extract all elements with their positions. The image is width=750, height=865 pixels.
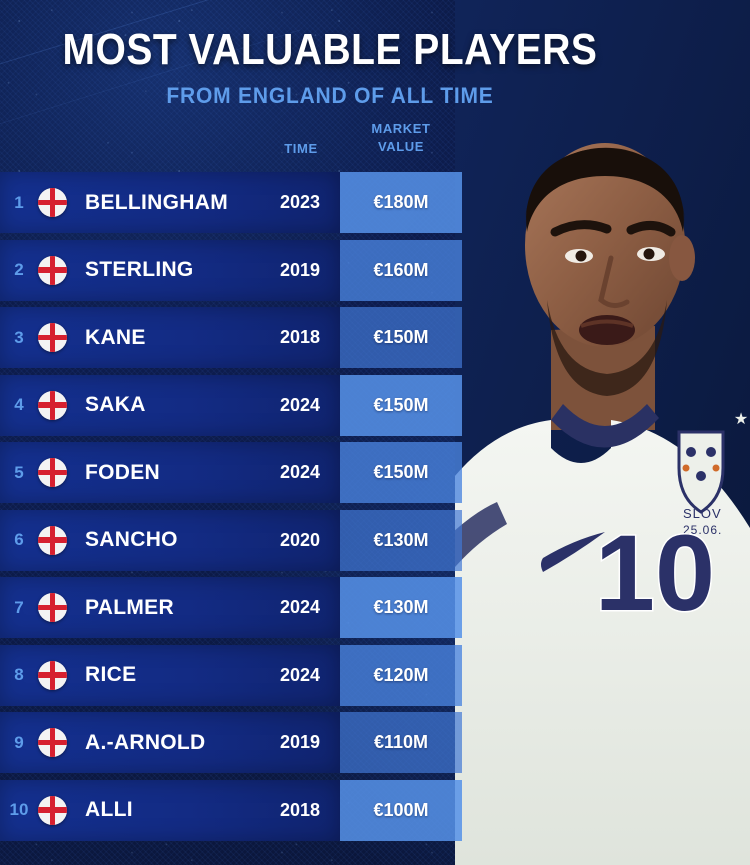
rank-number: 1 xyxy=(14,192,24,212)
svg-text:SLOV: SLOV xyxy=(683,506,722,521)
rank-number: 7 xyxy=(14,597,24,617)
player-market-value: €150M xyxy=(373,462,429,482)
player-time: 2018 xyxy=(279,327,321,347)
player-time: 2024 xyxy=(279,394,321,415)
player-market-value: €150M xyxy=(373,394,429,415)
rank-number: 8 xyxy=(14,665,24,684)
england-flag-icon xyxy=(38,593,67,622)
player-market-value: €130M xyxy=(373,597,429,617)
england-flag-icon xyxy=(38,255,67,285)
row-value-band xyxy=(340,239,462,301)
row-value-band xyxy=(340,442,462,503)
page-title: MOST VALUABLE PLAYERS xyxy=(62,26,598,75)
table-row[interactable]: 8 RICE 2024 €120M xyxy=(0,644,462,706)
england-flag-icon xyxy=(38,323,67,352)
column-header-market-value: MARKET VALUE xyxy=(346,120,456,155)
table-row[interactable]: 10 ALLI 2018 €100M xyxy=(0,779,462,841)
player-name: RICE xyxy=(85,663,137,686)
table-row[interactable]: 3 KANE 2018 €150M xyxy=(0,307,462,368)
rank-number: 6 xyxy=(14,530,24,549)
player-name: BELLINGHAM xyxy=(85,190,228,214)
player-name: SAKA xyxy=(85,393,146,416)
player-market-value: €150M xyxy=(373,327,429,347)
ranking-table: 1 BELLINGHAM 2023 €180M 2 STERLING 2019 €160M 3 K… xyxy=(0,172,462,847)
player-market-value: €100M xyxy=(373,799,429,820)
player-photo-bellingham: ★ SLOV 25.06. 10 xyxy=(455,0,750,865)
table-row[interactable]: 6 SANCHO 2020 €130M xyxy=(0,509,462,571)
player-name: ALLI xyxy=(85,798,133,821)
table-row[interactable]: 1 BELLINGHAM 2023 €180M xyxy=(0,172,462,233)
table-row[interactable]: 4 SAKA 2024 €150M xyxy=(0,374,462,436)
england-flag-icon xyxy=(38,390,67,420)
rank-number: 2 xyxy=(14,260,24,279)
rank-number: 9 xyxy=(14,732,24,752)
player-time: 2020 xyxy=(279,529,321,550)
player-time: 2019 xyxy=(279,732,321,752)
rank-number: 5 xyxy=(14,462,24,482)
table-row[interactable]: 2 STERLING 2019 €160M xyxy=(0,239,462,301)
player-market-value: €160M xyxy=(373,259,429,280)
player-market-value: €120M xyxy=(373,664,429,685)
table-row[interactable]: 9 A.-ARNOLD 2019 €110M xyxy=(0,712,462,773)
england-flag-icon xyxy=(38,525,67,555)
england-flag-icon xyxy=(38,795,67,825)
player-time: 2019 xyxy=(279,259,321,280)
player-market-value: €180M xyxy=(373,192,429,212)
player-market-value: €130M xyxy=(373,529,429,550)
rank-number: 4 xyxy=(14,395,24,414)
header-block: MOST VALUABLE PLAYERS FROM ENGLAND OF AL… xyxy=(0,0,660,108)
england-flag-icon xyxy=(38,188,67,217)
column-header-market-line2: VALUE xyxy=(377,138,425,154)
rank-number: 3 xyxy=(14,327,24,347)
row-value-band xyxy=(340,172,462,233)
table-row[interactable]: 5 FODEN 2024 €150M xyxy=(0,442,462,503)
player-time: 2018 xyxy=(279,799,321,820)
page-subtitle: FROM ENGLAND OF ALL TIME xyxy=(166,84,494,109)
row-value-band xyxy=(340,307,462,368)
player-time: 2024 xyxy=(279,597,321,617)
player-market-value: €110M xyxy=(373,732,429,752)
player-name: FODEN xyxy=(85,460,160,484)
row-value-band xyxy=(340,712,462,773)
player-time: 2024 xyxy=(279,462,321,482)
svg-text:★: ★ xyxy=(734,411,748,428)
row-value-band xyxy=(340,577,462,638)
player-name: SANCHO xyxy=(85,528,178,551)
player-name: PALMER xyxy=(85,595,174,619)
player-name: A.-ARNOLD xyxy=(85,730,206,754)
row-value-band xyxy=(340,509,462,571)
row-value-band xyxy=(340,779,462,841)
player-time: 2024 xyxy=(279,664,321,685)
player-name: STERLING xyxy=(85,258,194,281)
england-flag-icon xyxy=(38,458,67,487)
column-header-time: TIME xyxy=(284,141,318,156)
rank-number: 10 xyxy=(9,800,29,819)
svg-text:10: 10 xyxy=(595,512,715,633)
england-flag-icon xyxy=(38,660,67,690)
column-header-market-line1: MARKET xyxy=(371,121,431,136)
england-flag-icon xyxy=(38,728,67,757)
column-headers: TIME MARKET VALUE xyxy=(0,120,462,168)
svg-text:25.06.: 25.06. xyxy=(683,523,722,537)
row-value-band xyxy=(340,374,462,436)
row-value-band xyxy=(340,644,462,706)
player-name: KANE xyxy=(85,325,146,349)
table-row[interactable]: 7 PALMER 2024 €130M xyxy=(0,577,462,638)
player-time: 2023 xyxy=(279,192,321,212)
